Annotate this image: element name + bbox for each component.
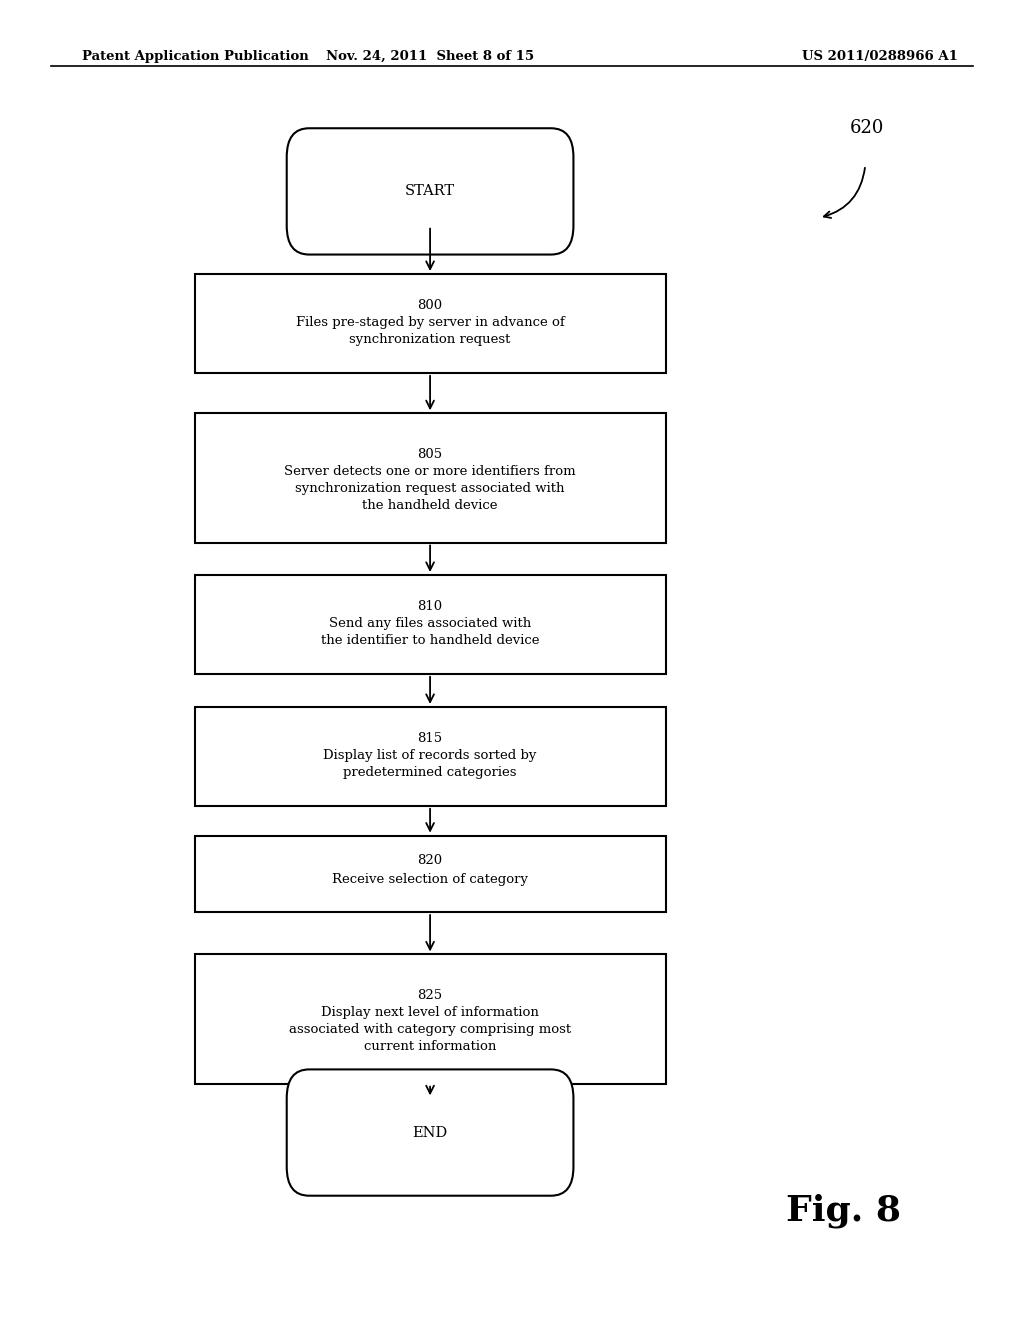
Text: 825: 825 — [418, 989, 442, 1002]
Text: Files pre-staged by server in advance of
synchronization request: Files pre-staged by server in advance of… — [296, 317, 564, 346]
FancyBboxPatch shape — [287, 128, 573, 255]
Text: Receive selection of category: Receive selection of category — [332, 874, 528, 887]
Text: Display list of records sorted by
predetermined categories: Display list of records sorted by predet… — [324, 750, 537, 779]
FancyArrowPatch shape — [824, 168, 865, 218]
Text: Send any files associated with
the identifier to handheld device: Send any files associated with the ident… — [321, 618, 540, 647]
Text: Patent Application Publication: Patent Application Publication — [82, 50, 308, 63]
Text: 805: 805 — [418, 447, 442, 461]
Text: 810: 810 — [418, 601, 442, 612]
Text: Fig. 8: Fig. 8 — [786, 1193, 901, 1228]
FancyBboxPatch shape — [287, 1069, 573, 1196]
Text: Display next level of information
associated with category comprising most
curre: Display next level of information associ… — [289, 1006, 571, 1053]
Bar — [195, 574, 666, 673]
Bar — [195, 954, 666, 1084]
Text: Server detects one or more identifiers from
synchronization request associated w: Server detects one or more identifiers f… — [285, 465, 575, 512]
Bar — [195, 275, 666, 372]
Text: START: START — [406, 185, 455, 198]
Bar — [195, 413, 666, 543]
Text: 820: 820 — [418, 854, 442, 866]
Bar — [195, 708, 666, 805]
Text: 800: 800 — [418, 300, 442, 312]
Bar — [195, 836, 666, 912]
Text: US 2011/0288966 A1: US 2011/0288966 A1 — [802, 50, 957, 63]
Text: 620: 620 — [850, 119, 885, 137]
Text: 815: 815 — [418, 733, 442, 744]
Text: Nov. 24, 2011  Sheet 8 of 15: Nov. 24, 2011 Sheet 8 of 15 — [326, 50, 535, 63]
Text: END: END — [413, 1126, 447, 1139]
